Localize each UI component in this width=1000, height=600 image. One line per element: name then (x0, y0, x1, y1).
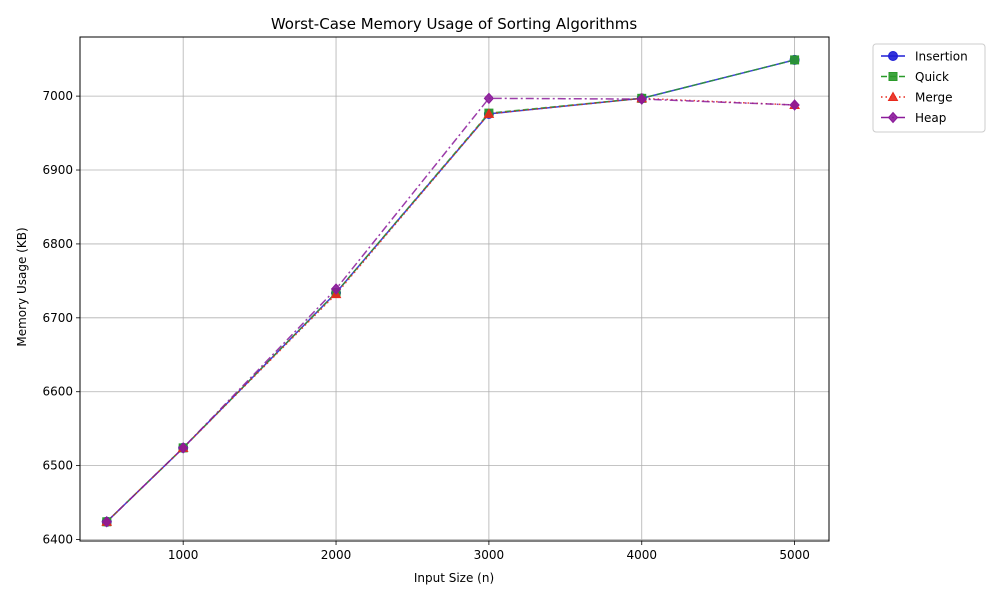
legend-label-merge: Merge (915, 91, 952, 105)
legend-marker-merge (887, 91, 899, 101)
legend-marker-quick (888, 72, 898, 81)
data-point-merge (483, 108, 495, 118)
series-line-merge (106, 97, 795, 523)
y-tick-label: 6700 (42, 311, 73, 325)
legend-label-insertion: Insertion (915, 50, 968, 64)
y-axis-label: Memory Usage (KB) (15, 227, 29, 346)
y-tick-label: 6600 (42, 385, 73, 399)
legend-label-heap: Heap (915, 111, 946, 125)
y-tick-label: 6400 (42, 533, 73, 547)
grid-lines (80, 37, 829, 541)
legend-box (872, 43, 986, 133)
data-point-quick (790, 55, 800, 65)
x-tick-label: 5000 (779, 548, 810, 562)
legend-marker-insertion (888, 51, 898, 61)
legend: Insertion Quick Merge Heap (872, 43, 986, 133)
data-point-heap (483, 92, 495, 105)
y-tick-label: 6800 (42, 237, 73, 251)
x-tick-label: 4000 (626, 548, 657, 562)
data-point-heap (330, 283, 342, 295)
legend-marker-heap (887, 111, 899, 124)
data-point-heap (789, 99, 800, 111)
plot-area-frame (79, 36, 830, 542)
x-tick-label: 1000 (168, 548, 199, 562)
x-tick-label: 3000 (474, 548, 505, 562)
x-axis-label: Input Size (n) (414, 571, 494, 585)
data-point-heap (178, 442, 189, 454)
y-axis-ticks: 6400 6500 6600 6700 6800 6900 7000 (42, 89, 80, 547)
series-markers (101, 54, 800, 528)
series-line-heap (106, 97, 795, 523)
y-tick-label: 7000 (42, 89, 73, 103)
data-point-heap (636, 93, 647, 105)
series-lines (106, 59, 795, 523)
chart-title: Worst-Case Memory Usage of Sorting Algor… (271, 15, 638, 33)
y-tick-label: 6900 (42, 163, 73, 177)
legend-label-quick: Quick (915, 70, 949, 84)
data-point-heap (101, 516, 112, 528)
x-tick-label: 2000 (321, 548, 352, 562)
x-axis-ticks: 1000 2000 3000 4000 5000 (168, 541, 810, 562)
y-tick-label: 6500 (42, 459, 73, 473)
